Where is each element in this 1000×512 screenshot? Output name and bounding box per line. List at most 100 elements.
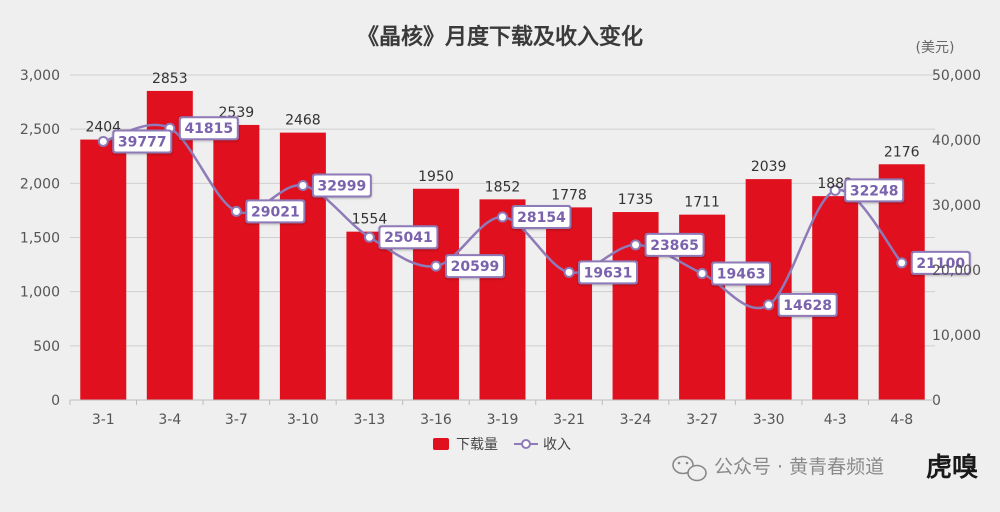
wechat-icon — [672, 455, 707, 482]
category-label: 3-19 — [487, 412, 519, 428]
revenue-point — [630, 239, 642, 251]
category-label: 3-24 — [620, 412, 652, 428]
revenue-label-inner — [380, 227, 437, 248]
revenue-label-inner — [713, 263, 770, 284]
left-axis-tick-label: 1,500 — [20, 231, 60, 247]
revenue-value-label: 19463 — [717, 266, 766, 282]
revenue-value-label: 23865 — [650, 238, 699, 254]
revenue-point — [829, 184, 841, 196]
left-axis-tick-label: 3,000 — [20, 68, 60, 84]
category-label: 3-7 — [225, 412, 248, 428]
bar — [745, 179, 792, 400]
bar — [546, 207, 593, 400]
category-label: 4-8 — [890, 412, 913, 428]
category-label: 3-30 — [753, 412, 785, 428]
bar-value-label: 1554 — [352, 212, 388, 228]
bar — [346, 231, 393, 400]
bar-value-label: 2176 — [884, 144, 920, 160]
bar-value-label: 1882 — [817, 176, 853, 192]
revenue-label-inner — [846, 180, 903, 201]
revenue-value-label: 14628 — [783, 298, 832, 314]
revenue-value-label: 32248 — [850, 183, 899, 199]
right-axis-tick-label: 10,000 — [932, 328, 981, 344]
revenue-point — [297, 180, 309, 192]
category-label: 3-27 — [686, 412, 718, 428]
revenue-label-inner — [313, 175, 370, 196]
right-axis-unit: (美元) — [916, 40, 955, 56]
right-axis-tick-label: 30,000 — [932, 198, 981, 214]
legend: 下载量 收入 — [433, 437, 571, 453]
bar — [479, 199, 526, 400]
revenue-value-label: 25041 — [384, 230, 433, 246]
legend-line-marker — [521, 439, 531, 449]
revenue-label-inner — [580, 262, 637, 283]
watermark-logo: 虎嗅 — [926, 453, 978, 483]
bar-value-label: 1852 — [485, 179, 521, 195]
left-axis-tick-label: 500 — [33, 339, 60, 355]
revenue-value-label: 41815 — [184, 121, 233, 137]
revenue-value-label: 29021 — [251, 204, 300, 220]
bar-value-label: 2853 — [152, 71, 188, 87]
revenue-point — [696, 267, 708, 279]
category-label: 3-1 — [92, 412, 115, 428]
revenue-point — [763, 299, 775, 311]
bar — [878, 164, 925, 400]
bar-value-label: 1735 — [618, 192, 654, 208]
right-axis-tick-label: 50,000 — [932, 68, 981, 84]
legend-line-label: 收入 — [543, 437, 571, 453]
bar-value-label: 2039 — [751, 159, 787, 175]
revenue-point — [430, 260, 442, 272]
bar — [279, 132, 326, 400]
bar — [80, 139, 127, 401]
revenue-value-label: 32999 — [318, 179, 367, 195]
revenue-label-inner — [646, 234, 703, 255]
left-axis-tick-label: 2,500 — [20, 122, 60, 138]
revenue-label-inner — [513, 206, 570, 227]
revenue-point — [230, 205, 242, 217]
revenue-label-inner — [779, 294, 836, 315]
axis-layer: 0 500 1,000 1,500 2,000 2,500 3,000 0 10,000 20,0… — [20, 68, 981, 428]
bar-value-label: 1778 — [551, 187, 587, 203]
bar — [412, 188, 459, 400]
right-axis-tick-label: 0 — [932, 393, 941, 409]
right-axis-tick-label: 20,000 — [932, 263, 981, 279]
revenue-value-label: 39777 — [118, 134, 167, 150]
left-axis-tick-label: 2,000 — [20, 176, 60, 192]
revenue-value-label: 28154 — [517, 210, 566, 226]
bar-value-label: 2468 — [285, 113, 321, 129]
revenue-value-label: 20599 — [451, 259, 500, 275]
category-label: 3-4 — [158, 412, 181, 428]
watermark: 公众号 · 黄青春频道 虎嗅 — [672, 453, 978, 483]
bar — [213, 124, 260, 401]
revenue-label-inner — [247, 201, 304, 222]
left-axis-tick-label: 0 — [51, 393, 60, 409]
right-axis-tick-label: 40,000 — [932, 133, 981, 149]
revenue-point — [563, 266, 575, 278]
bar-value-label: 2404 — [85, 120, 121, 136]
revenue-point — [497, 211, 508, 223]
category-label: 3-10 — [287, 412, 319, 428]
line-layer — [97, 122, 908, 311]
revenue-point — [97, 135, 109, 147]
revenue-label-inner — [912, 252, 969, 273]
category-label: 3-13 — [354, 412, 386, 428]
bar-value-label: 1711 — [684, 195, 720, 211]
revenue-label-inner — [114, 131, 171, 152]
legend-bar-label: 下载量 — [456, 437, 498, 453]
revenue-label-inner — [446, 256, 503, 277]
revenue-value-label: 21100 — [916, 256, 965, 272]
category-label: 3-21 — [553, 412, 585, 428]
category-label: 3-16 — [420, 412, 452, 428]
bar-value-label: 1950 — [418, 169, 454, 185]
watermark-text: 公众号 · 黄青春频道 — [714, 456, 884, 478]
revenue-value-label: 19631 — [584, 265, 633, 281]
revenue-point — [363, 231, 375, 243]
left-axis-tick-label: 1,000 — [20, 285, 60, 301]
revenue-label-inner — [180, 118, 237, 139]
chart-title: 《晶核》月度下载及收入变化 — [357, 24, 643, 50]
legend-bar-swatch — [433, 438, 449, 450]
revenue-point — [896, 257, 908, 269]
